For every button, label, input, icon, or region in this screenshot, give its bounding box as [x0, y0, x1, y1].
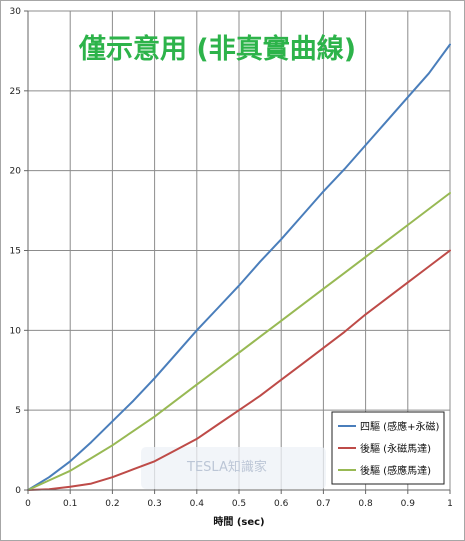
- watermark: TESLA知識家: [141, 447, 326, 489]
- x-tick-label: 0: [25, 499, 31, 509]
- watermark-box: [141, 447, 326, 489]
- legend: 四驅 (感應+永磁) 後驅 (永磁馬達) 後驅 (感應馬達): [331, 411, 445, 485]
- y-tick-label: 25: [10, 87, 21, 97]
- tick-labels: 0 0.1 0.2 0.3 0.4 0.5 0.6 0.7 0.8 0.9 105101520253…: [10, 7, 453, 509]
- axes: [24, 10, 451, 494]
- y-tick-label: 10: [10, 326, 22, 336]
- y-tick-label: 30: [10, 7, 22, 17]
- x-tick-label: 0.3: [147, 499, 161, 509]
- y-tick-label: 5: [15, 406, 21, 416]
- watermark-text: TESLA知識家: [186, 459, 267, 475]
- x-tick-label: 0.6: [274, 499, 289, 509]
- x-tick-label: 0.7: [316, 499, 330, 509]
- grid: [28, 10, 451, 490]
- x-tick-label: 0.8: [358, 499, 373, 509]
- y-tick-label: 15: [10, 247, 21, 257]
- x-tick-label: 0.4: [190, 499, 205, 509]
- x-tick-label: 0.9: [401, 499, 416, 509]
- legend-label: 後驅 (感應馬達): [360, 464, 431, 477]
- series-line-3: [27, 192, 451, 491]
- x-tick-label: 0.5: [232, 499, 246, 509]
- series-line-2: [27, 249, 451, 491]
- chart-title: 僅示意用 (非真實曲線): [78, 33, 356, 65]
- legend-label: 四驅 (感應+永磁): [360, 420, 439, 433]
- x-tick-label: 1: [447, 499, 453, 509]
- legend-label: 後驅 (永磁馬達): [360, 442, 431, 455]
- x-tick-label: 0.2: [105, 499, 119, 509]
- y-tick-label: 20: [10, 167, 22, 177]
- series-lines: [27, 43, 451, 491]
- y-tick-label: 0: [15, 486, 21, 496]
- series-line-1: [27, 43, 451, 491]
- x-axis-title: 時間 (sec): [213, 515, 264, 528]
- x-tick-label: 0.1: [63, 499, 77, 509]
